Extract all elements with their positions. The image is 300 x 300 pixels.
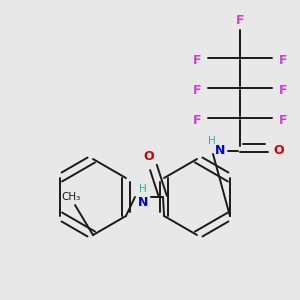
Text: F: F — [279, 113, 287, 127]
Text: F: F — [193, 83, 201, 97]
Text: CH₃: CH₃ — [61, 192, 81, 202]
Text: F: F — [279, 53, 287, 67]
Text: N: N — [138, 196, 148, 208]
Text: N: N — [215, 145, 225, 158]
Text: F: F — [236, 14, 244, 28]
Text: H: H — [208, 136, 216, 146]
Text: O: O — [274, 145, 284, 158]
Text: F: F — [193, 113, 201, 127]
Text: F: F — [279, 83, 287, 97]
Text: H: H — [139, 184, 147, 194]
Text: F: F — [193, 53, 201, 67]
Text: O: O — [144, 151, 154, 164]
